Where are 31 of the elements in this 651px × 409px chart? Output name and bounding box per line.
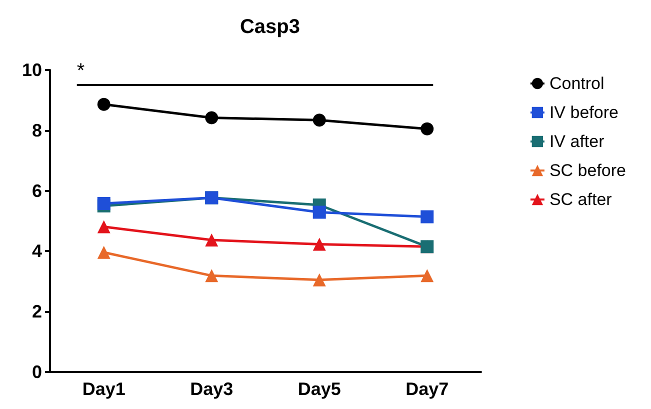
- point: [205, 269, 218, 282]
- point: [97, 220, 110, 234]
- point: [205, 234, 218, 247]
- y-tick-label: 4: [32, 241, 42, 262]
- legend-label: SC after: [549, 190, 612, 209]
- point: [420, 269, 434, 282]
- legend-label: Control: [549, 74, 604, 93]
- legend-label: SC before: [549, 161, 626, 180]
- x-tick-label: Day5: [298, 379, 341, 399]
- point: [312, 114, 326, 127]
- y-tick-label: 10: [22, 60, 42, 80]
- point: [312, 206, 326, 219]
- point: [205, 111, 218, 124]
- ref-line-label: *: [76, 60, 85, 82]
- point: [420, 122, 434, 136]
- point: [97, 98, 110, 111]
- point: [97, 196, 110, 210]
- x-tick-label: Day7: [406, 379, 449, 399]
- point: [312, 238, 326, 251]
- x-tick-label: Day1: [82, 379, 126, 399]
- y-tick-label: 6: [32, 180, 42, 201]
- point: [420, 210, 434, 224]
- point: [97, 246, 110, 259]
- y-tick-label: 8: [32, 120, 42, 140]
- legend-label: IV before: [549, 103, 618, 122]
- chart-title: Casp3: [240, 16, 300, 38]
- y-tick-label: 0: [32, 362, 42, 382]
- legend-label: IV after: [549, 132, 605, 151]
- y-tick-label: 2: [32, 302, 42, 322]
- point: [312, 273, 326, 286]
- x-tick-label: Day3: [190, 379, 234, 399]
